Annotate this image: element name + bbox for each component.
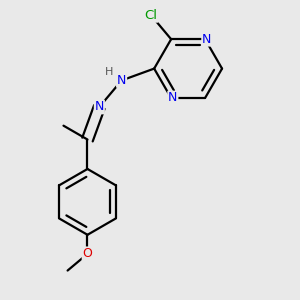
Text: N: N [168,92,178,104]
Text: N: N [95,100,104,113]
Text: N: N [117,74,126,87]
Text: Cl: Cl [145,9,158,22]
Text: O: O [82,247,92,260]
Text: N: N [202,33,212,46]
Text: H: H [105,67,114,77]
